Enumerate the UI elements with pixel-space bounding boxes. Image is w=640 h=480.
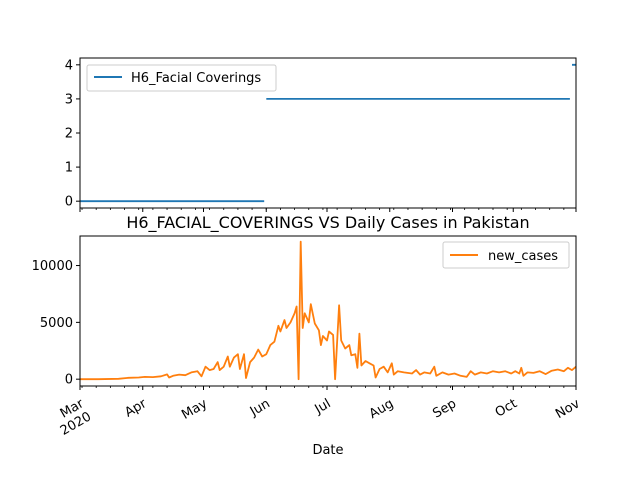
facial-coverings-y-ticks: 0 1 2 3 4 [65, 58, 80, 210]
y-tick-label: 4 [65, 58, 73, 73]
facial-coverings-x-ticks [79, 208, 577, 212]
y-tick-label: 5000 [40, 316, 73, 331]
facial-coverings-plot: 0 1 2 3 4 H6_Facial Coverings [65, 57, 577, 212]
facial-coverings-legend-box [86, 64, 277, 92]
daily-cases-legend-box [442, 241, 570, 269]
daily-cases-axes-frame [79, 235, 577, 387]
chart-title: H6_FACIAL_COVERINGS VS Daily Cases in Pa… [126, 213, 529, 233]
new-cases-series-line [80, 240, 577, 381]
y-tick-label: 3 [65, 92, 73, 107]
daily-cases-legend: new_cases [442, 241, 570, 269]
facial-coverings-legend: H6_Facial Coverings [86, 64, 277, 92]
facial-coverings-series-line [80, 63, 576, 203]
y-tick-label: 10000 [32, 259, 73, 274]
y-tick-label: 0 [65, 373, 73, 388]
x-axis-label: Date [312, 443, 343, 458]
x-tick-label: Jul [312, 396, 334, 417]
facial-coverings-legend-label: H6_Facial Coverings [131, 71, 261, 86]
daily-cases-y-ticks: 0 5000 10000 [32, 259, 80, 388]
daily-cases-lines [80, 240, 577, 381]
facial-coverings-lines [80, 63, 576, 203]
y-tick-label: 0 [65, 195, 73, 210]
daily-cases-legend-label: new_cases [488, 249, 558, 264]
y-tick-label: 2 [65, 127, 73, 142]
y-tick-label: 1 [65, 161, 73, 176]
